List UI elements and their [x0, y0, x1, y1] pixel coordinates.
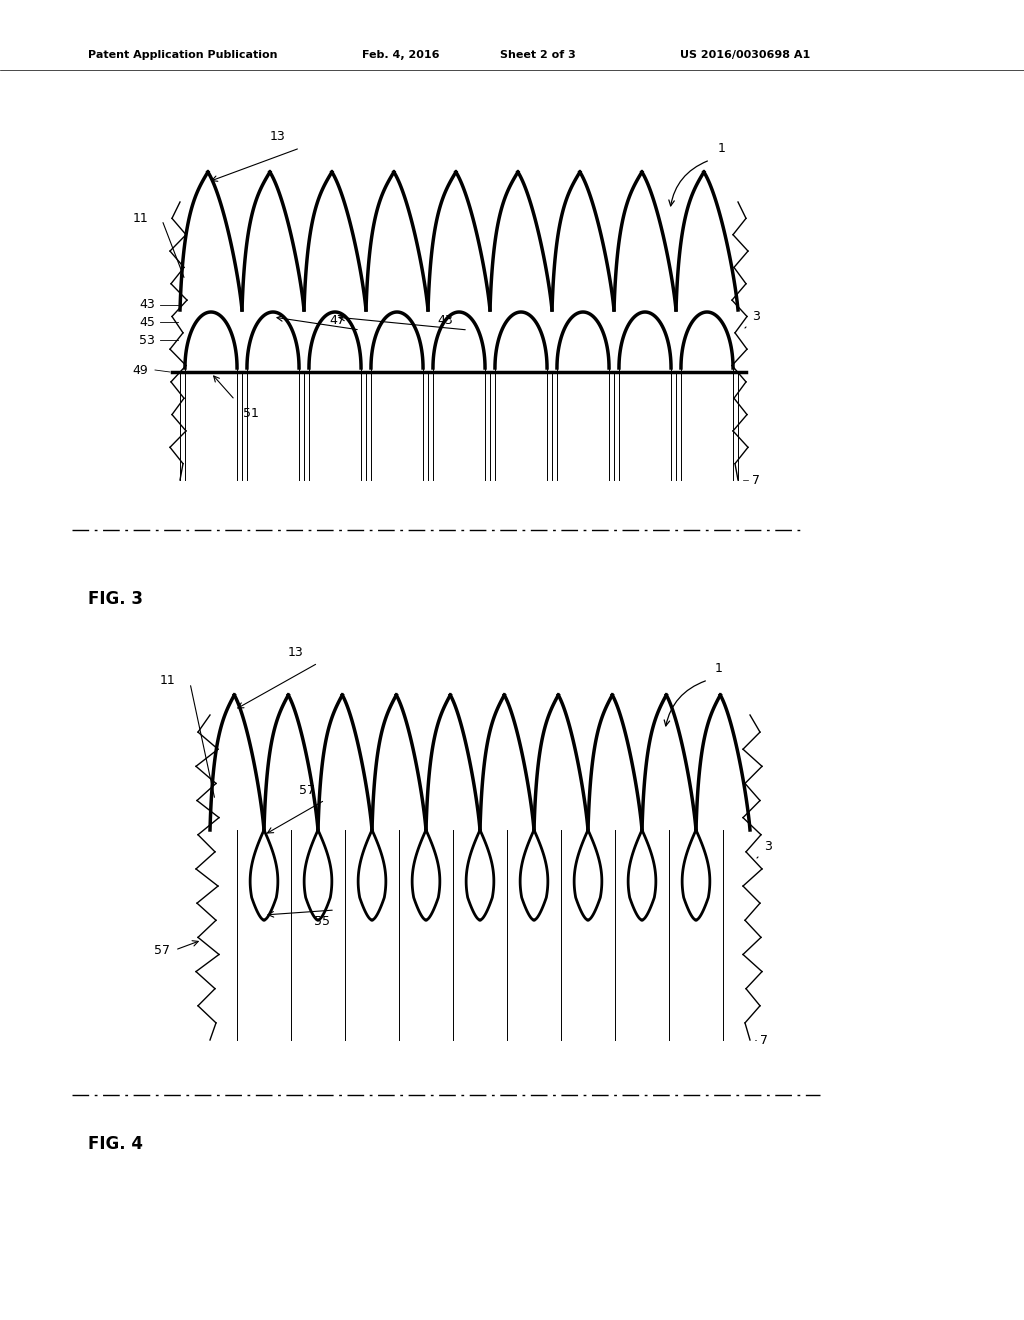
Text: 57: 57: [299, 784, 315, 797]
Text: 47: 47: [329, 314, 345, 327]
Text: 45: 45: [139, 315, 155, 329]
Text: 3: 3: [764, 840, 772, 853]
Text: US 2016/0030698 A1: US 2016/0030698 A1: [680, 50, 810, 59]
Text: 3: 3: [752, 310, 760, 323]
Text: 53: 53: [139, 334, 155, 346]
Text: 51: 51: [243, 407, 259, 420]
Text: 11: 11: [132, 211, 148, 224]
Text: 1: 1: [718, 143, 726, 154]
Text: 7: 7: [752, 474, 760, 487]
Text: 13: 13: [269, 129, 285, 143]
Text: 7: 7: [760, 1034, 768, 1047]
Text: FIG. 3: FIG. 3: [88, 590, 143, 609]
Text: 1: 1: [715, 663, 723, 675]
Text: Sheet 2 of 3: Sheet 2 of 3: [500, 50, 575, 59]
Text: 13: 13: [288, 645, 303, 659]
Text: 43: 43: [139, 298, 155, 312]
Text: 49: 49: [132, 363, 148, 376]
Text: Feb. 4, 2016: Feb. 4, 2016: [362, 50, 439, 59]
Text: 11: 11: [160, 675, 175, 688]
Text: Patent Application Publication: Patent Application Publication: [88, 50, 278, 59]
Text: 43: 43: [437, 314, 453, 327]
Text: 57: 57: [154, 944, 170, 957]
Text: 55: 55: [314, 915, 330, 928]
Text: FIG. 4: FIG. 4: [88, 1135, 143, 1152]
